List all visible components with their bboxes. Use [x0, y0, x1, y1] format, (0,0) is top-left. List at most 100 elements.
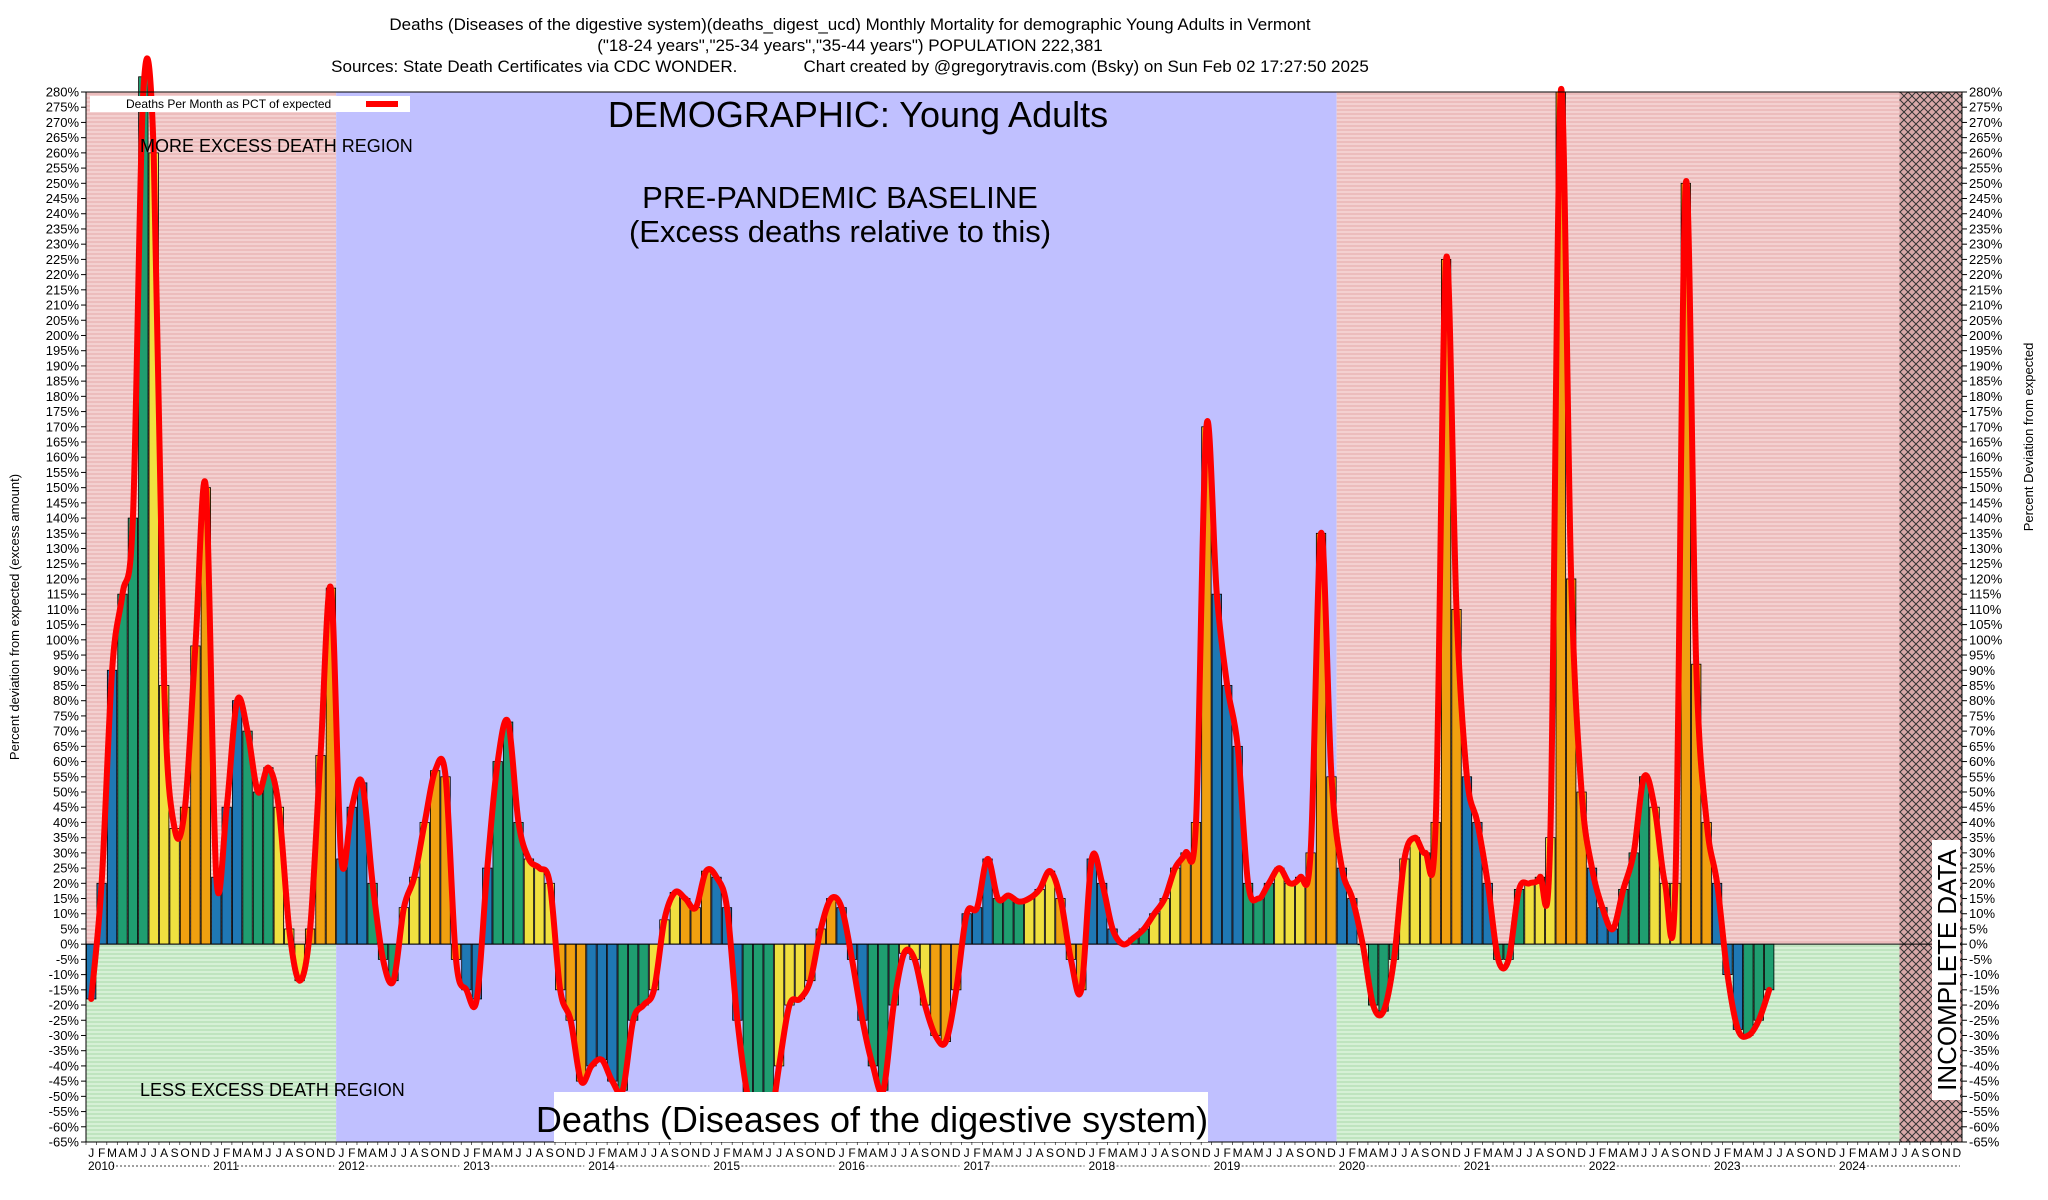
x-month-label: J: [1516, 1146, 1522, 1160]
y-tick-label-left: 215%: [46, 282, 80, 297]
x-month-label: J: [891, 1146, 897, 1160]
y-tick-label-left: -60%: [49, 1119, 80, 1134]
x-month-label: F: [723, 1146, 730, 1160]
y-tick-label-right: 95%: [1969, 648, 1995, 663]
x-month-label: J: [1141, 1146, 1147, 1160]
x-month-label: M: [1608, 1146, 1618, 1160]
y-tick-label-left: -20%: [49, 998, 80, 1013]
y-axis-label-left: Percent deviation from expected (excess …: [7, 474, 22, 760]
y-tick-label-left: 80%: [53, 693, 79, 708]
data-bar: [1034, 888, 1045, 945]
y-tick-label-right: 140%: [1969, 511, 2003, 526]
x-month-label: S: [1796, 1146, 1804, 1160]
y-tick-label-left: 90%: [53, 663, 79, 678]
y-tick-label-right: -65%: [1969, 1135, 2000, 1150]
x-month-label: M: [1128, 1146, 1138, 1160]
x-month-label: F: [223, 1146, 230, 1160]
x-month-label: S: [171, 1146, 179, 1160]
x-month-label: M: [1358, 1146, 1368, 1160]
y-tick-label-left: -45%: [49, 1074, 80, 1089]
y-tick-label-left: 185%: [46, 374, 80, 389]
series-line: [88, 55, 1773, 1141]
x-month-label: A: [1869, 1146, 1877, 1160]
x-month-label: M: [357, 1146, 367, 1160]
x-month-label: J: [1016, 1146, 1022, 1160]
y-tick-label-right: 75%: [1969, 708, 1995, 723]
y-tick-label-left: 205%: [46, 313, 80, 328]
y-tick-label-right: 25%: [1969, 861, 1995, 876]
x-month-label: M: [1733, 1146, 1743, 1160]
x-month-label: A: [1119, 1146, 1127, 1160]
x-month-label: N: [191, 1146, 200, 1160]
data-bar: [117, 593, 128, 945]
data-bar: [784, 943, 795, 1006]
x-month-label: J: [964, 1146, 970, 1160]
y-tick-label-right: 45%: [1969, 800, 1995, 815]
y-tick-label-right: 50%: [1969, 785, 1995, 800]
x-month-label: J: [516, 1146, 522, 1160]
x-month-label: O: [305, 1146, 314, 1160]
x-month-label: M: [1483, 1146, 1493, 1160]
y-tick-label-left: 210%: [46, 298, 80, 313]
x-month-label: J: [140, 1146, 146, 1160]
x-month-label: A: [118, 1146, 126, 1160]
x-month-label: N: [316, 1146, 325, 1160]
y-tick-label-right: 10%: [1969, 906, 1995, 921]
y-tick-label-left: 95%: [53, 648, 79, 663]
y-tick-label-left: -25%: [49, 1013, 80, 1028]
y-tick-label-right: -60%: [1969, 1119, 2000, 1134]
y-tick-label-left: 150%: [46, 480, 80, 495]
x-year-label: 2020: [1339, 1159, 1366, 1173]
y-tick-label-left: 5%: [60, 921, 79, 936]
x-month-label: D: [452, 1146, 461, 1160]
x-month-label: F: [1349, 1146, 1356, 1160]
y-tick-label-right: -10%: [1969, 967, 2000, 982]
y-tick-label-right: 110%: [1969, 602, 2002, 617]
x-month-label: J: [641, 1146, 647, 1160]
y-tick-label-left: 200%: [46, 328, 80, 343]
y-tick-label-right: 0%: [1969, 937, 1988, 952]
y-tick-label-right: 90%: [1969, 663, 1995, 678]
x-month-label: A: [1411, 1146, 1419, 1160]
y-tick-label-right: -55%: [1969, 1104, 2000, 1119]
y-tick-label-left: 260%: [46, 145, 80, 160]
y-tick-label-right: 60%: [1969, 754, 1995, 769]
y-tick-label-right: 245%: [1969, 191, 2003, 206]
x-month-label: D: [1452, 1146, 1461, 1160]
y-tick-label-right: 125%: [1969, 556, 2003, 571]
y-tick-label-left: 35%: [53, 830, 79, 845]
y-tick-label-left: -15%: [49, 982, 80, 997]
y-tick-label-left: 120%: [46, 571, 80, 586]
y-tick-label-right: -45%: [1969, 1074, 2000, 1089]
y-tick-label-left: -10%: [49, 967, 80, 982]
x-year-label: 2013: [463, 1159, 490, 1173]
less-excess-label: LESS EXCESS DEATH REGION: [140, 1080, 405, 1100]
x-month-label: J: [776, 1146, 782, 1160]
y-tick-label-right: 280%: [1969, 85, 2003, 100]
y-tick-label-left: 180%: [46, 389, 80, 404]
x-month-label: J: [1026, 1146, 1032, 1160]
y-tick-label-right: 225%: [1969, 252, 2003, 267]
data-bar: [586, 943, 597, 1067]
y-tick-label-right: 200%: [1969, 328, 2003, 343]
y-tick-label-right: 15%: [1969, 891, 1995, 906]
x-month-label: S: [1046, 1146, 1054, 1160]
y-tick-label-right: 145%: [1969, 495, 2003, 510]
x-month-label: N: [1317, 1146, 1326, 1160]
data-bar: [1284, 882, 1295, 945]
x-year-label: 2015: [713, 1159, 740, 1173]
data-bar: [596, 943, 608, 1061]
y-tick-label-right: 155%: [1969, 465, 2003, 480]
x-month-label: J: [1464, 1146, 1470, 1160]
x-month-label: A: [744, 1146, 752, 1160]
data-bar: [638, 943, 649, 1006]
y-tick-label-left: 155%: [46, 465, 80, 480]
baseline-region: [336, 92, 1337, 1142]
y-tick-label-left: 20%: [53, 876, 79, 891]
y-tick-label-left: 275%: [46, 100, 80, 115]
data-bar: [169, 828, 180, 945]
x-month-label: N: [441, 1146, 450, 1160]
y-tick-label-right: 185%: [1969, 374, 2003, 389]
y-tick-label-right: 260%: [1969, 145, 2003, 160]
y-tick-label-right: 100%: [1969, 632, 2003, 647]
